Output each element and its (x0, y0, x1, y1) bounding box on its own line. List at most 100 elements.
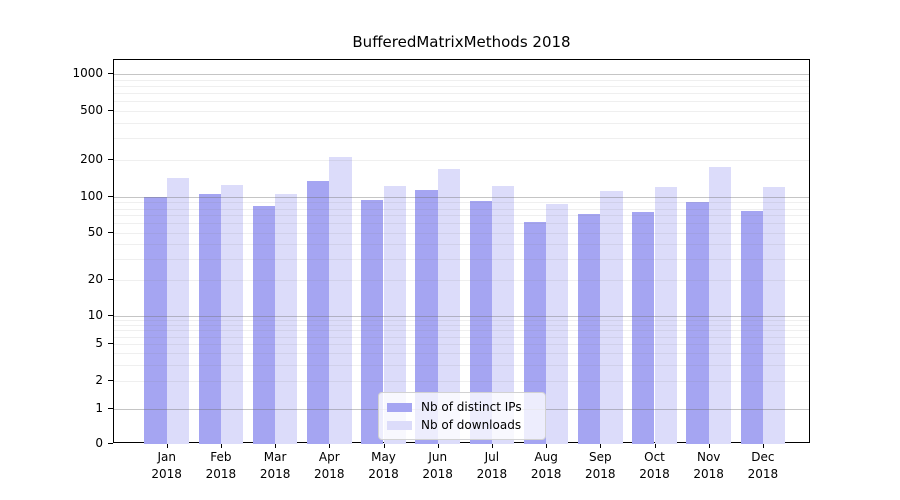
grid-line-major (114, 74, 809, 75)
grid-line-minor (114, 336, 809, 338)
y-tick-label: 10 (87, 308, 103, 322)
grid-line-minor (114, 320, 809, 322)
bar-distinct-ips-mar (252, 206, 276, 444)
legend-item-downloads: Nb of downloads (387, 416, 537, 434)
bar-downloads-jan (166, 177, 190, 444)
x-axis-tick (329, 443, 331, 448)
x-tick-label-may: May 2018 (357, 449, 411, 483)
bar-distinct-ips-may (361, 199, 384, 444)
grid-line-minor (114, 353, 809, 354)
grid-line-minor (114, 93, 809, 95)
y-axis-tick (108, 231, 113, 233)
legend-label-distinct-ips: Nb of distinct IPs (421, 400, 522, 414)
bar-downloads-jun (437, 169, 461, 444)
x-tick-label-line: Feb (210, 450, 232, 464)
y-axis-tick (108, 315, 113, 316)
x-tick-label-line: 2018 (747, 467, 779, 481)
grid-line-minor (114, 215, 809, 217)
legend: Nb of distinct IPs Nb of downloads (378, 392, 546, 440)
y-tick-label: 0 (95, 436, 103, 450)
grid-line-minor (114, 79, 809, 81)
grid-line-minor (114, 364, 809, 366)
y-axis-tick (108, 408, 113, 409)
x-tick-label-line: 2018 (368, 467, 399, 481)
bar-distinct-ips-jan (144, 197, 167, 444)
x-tick-label-line: 2018 (205, 467, 237, 481)
x-tick-label-aug: Aug 2018 (519, 449, 573, 483)
x-tick-label-line: Jun (428, 450, 448, 464)
y-axis-tick (108, 443, 113, 444)
x-tick-label-line: 2018 (476, 467, 508, 481)
x-tick-label-line: Jan (157, 450, 176, 464)
x-tick-label-line: Oct (644, 450, 665, 464)
x-axis-tick (654, 443, 656, 448)
x-tick-label-sep: Sep 2018 (573, 449, 627, 483)
x-tick-label-line: 2018 (151, 467, 182, 481)
grid-line-minor (114, 381, 809, 382)
bar-distinct-ips-apr (306, 181, 330, 444)
x-tick-label-line: Mar (263, 450, 287, 464)
plot-area (113, 59, 810, 444)
x-tick-label-feb: Feb 2018 (194, 449, 248, 483)
grid-line-minor (114, 160, 809, 161)
x-tick-label-nov: Nov 2018 (682, 449, 736, 483)
y-tick-label: 100 (80, 189, 103, 203)
y-tick-label: 200 (80, 152, 103, 166)
grid-line-minor (114, 330, 809, 332)
x-tick-label-line: Sep (588, 450, 612, 464)
x-tick-label-line: Apr (318, 450, 340, 464)
x-tick-label-line: May (371, 450, 396, 464)
bar-distinct-ips-aug (523, 221, 547, 444)
y-tick-label: 1000 (72, 66, 103, 80)
x-tick-label-line: Nov (696, 450, 721, 464)
bar-distinct-ips-sep (577, 214, 601, 444)
legend-swatch-downloads (387, 420, 412, 430)
y-tick-label: 20 (87, 272, 103, 287)
x-tick-label-line: 2018 (259, 467, 291, 481)
y-axis-tick (108, 279, 113, 281)
y-tick-label: 500 (80, 103, 103, 117)
grid-line-major (114, 197, 809, 198)
grid-line-major (114, 316, 809, 317)
bar-distinct-ips-dec (740, 211, 763, 444)
x-tick-label-line: 2018 (530, 467, 562, 481)
grid-line-minor (114, 244, 809, 246)
x-tick-label-apr: Apr 2018 (302, 449, 356, 483)
y-tick-label: 50 (87, 224, 103, 239)
y-axis-tick (108, 343, 113, 344)
grid-line-minor (114, 101, 809, 103)
x-axis-tick (437, 443, 439, 448)
x-tick-label-mar: Mar 2018 (248, 449, 302, 483)
x-axis-tick (275, 443, 277, 448)
x-axis-tick (708, 443, 710, 448)
bar-downloads-jul (491, 186, 515, 444)
grid-line-minor (114, 280, 809, 282)
x-tick-label-line: 2018 (314, 467, 345, 481)
x-tick-label-line: Dec (751, 450, 775, 464)
grid-line-minor (114, 85, 809, 87)
x-tick-label-jul: Jul 2018 (465, 449, 519, 483)
x-axis-tick (491, 443, 493, 448)
grid-line-minor (114, 344, 809, 345)
x-tick-label-line: 2018 (639, 467, 670, 481)
x-tick-label-line: Jul (484, 450, 500, 464)
grid-line-minor (114, 325, 809, 326)
legend-item-distinct-ips: Nb of distinct IPs (387, 398, 537, 416)
x-tick-label-line: Aug (534, 450, 558, 464)
bar-distinct-ips-jul (469, 200, 492, 444)
x-axis-tick (166, 443, 168, 448)
y-axis-tick (108, 380, 113, 381)
grid-line-minor (114, 202, 809, 204)
bar-distinct-ips-jun (415, 189, 438, 444)
y-tick-label: 2 (95, 373, 103, 387)
grid-line-minor (114, 122, 809, 124)
bar-distinct-ips-oct (632, 211, 655, 444)
x-axis-tick (600, 443, 602, 448)
x-tick-label-jan: Jan 2018 (140, 449, 194, 483)
x-axis-tick (762, 443, 764, 448)
grid-line-minor (114, 138, 809, 140)
bar-downloads-may (383, 186, 406, 444)
x-axis-tick (383, 443, 385, 448)
y-axis-tick (108, 73, 113, 74)
